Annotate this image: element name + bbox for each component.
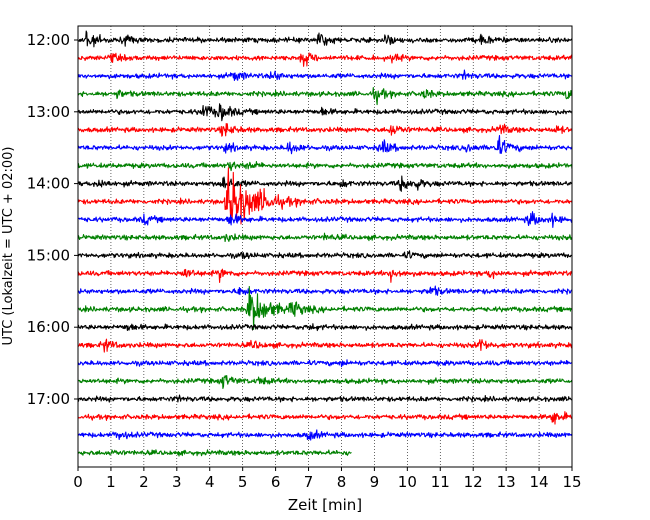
x-tick-label: 2 <box>139 473 149 491</box>
x-tick-label: 13 <box>497 473 516 491</box>
y-axis-label: UTC (Lokalzeit = UTC + 02:00) <box>1 147 16 346</box>
trace-line-1400 <box>77 175 573 192</box>
x-axis-label: Zeit [min] <box>288 496 362 514</box>
trace-line-1730 <box>77 429 573 441</box>
trace-line-1515 <box>77 268 573 283</box>
trace-line-1715 <box>77 411 573 425</box>
x-tick-label: 3 <box>172 473 182 491</box>
trace-line-1230 <box>77 69 573 81</box>
seismic-traces <box>77 30 573 457</box>
x-tick-label: 7 <box>304 473 314 491</box>
y-tick-label: 14:00 <box>27 175 70 193</box>
x-tick-label: 11 <box>431 473 450 491</box>
trace-line-1500 <box>77 250 573 260</box>
trace-line-1545 <box>77 285 573 330</box>
trace-line-1600 <box>77 323 573 332</box>
x-tick-label: 10 <box>398 473 417 491</box>
x-tick-label: 4 <box>205 473 215 491</box>
trace-line-1345 <box>77 160 573 172</box>
x-tick-label: 12 <box>464 473 483 491</box>
y-tick-label: 16:00 <box>27 318 70 336</box>
x-tick-label: 5 <box>238 473 248 491</box>
trace-line-1415 <box>77 167 573 225</box>
x-tick-label: 1 <box>106 473 116 491</box>
trace-line-1430 <box>77 211 573 228</box>
trace-line-1645 <box>77 375 573 390</box>
x-tick-label: 9 <box>370 473 380 491</box>
trace-line-1445 <box>77 232 573 243</box>
trace-line-1615 <box>77 338 573 353</box>
y-tick-label: 15:00 <box>27 246 70 264</box>
x-tick-label: 15 <box>562 473 581 491</box>
trace-line-1330 <box>77 135 573 155</box>
trace-line-1300 <box>77 103 573 122</box>
trace-line-1700 <box>77 394 573 403</box>
y-tick-label: 13:00 <box>27 103 70 121</box>
x-tick-label: 6 <box>271 473 281 491</box>
trace-line-1745 <box>77 449 352 457</box>
y-tick-label: 17:00 <box>27 390 70 408</box>
x-axis-ticks: 0 1 2 3 4 5 6 7 8 9 10 11 12 13 14 15 <box>73 467 582 491</box>
trace-line-1530 <box>77 285 573 296</box>
trace-line-1200 <box>77 30 573 48</box>
trace-line-1630 <box>77 359 573 368</box>
plot-frame <box>77 25 573 468</box>
trace-line-1245 <box>77 87 573 106</box>
y-tick-label: 12:00 <box>27 31 70 49</box>
x-tick-label: 14 <box>530 473 549 491</box>
trace-line-1315 <box>77 123 573 137</box>
trace-line-1215 <box>77 52 573 67</box>
x-tick-label: 8 <box>337 473 347 491</box>
x-tick-label: 0 <box>73 473 83 491</box>
y-axis-ticks: 12:00 13:00 14:00 15:00 16:00 17:00 <box>27 31 78 408</box>
